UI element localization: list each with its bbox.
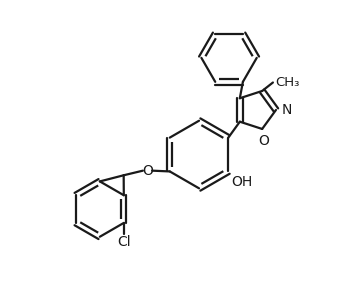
Text: CH₃: CH₃ — [275, 76, 300, 89]
Text: OH: OH — [231, 174, 253, 188]
Text: O: O — [142, 164, 153, 178]
Text: Cl: Cl — [117, 235, 131, 249]
Text: N: N — [281, 103, 292, 117]
Text: O: O — [259, 134, 270, 148]
